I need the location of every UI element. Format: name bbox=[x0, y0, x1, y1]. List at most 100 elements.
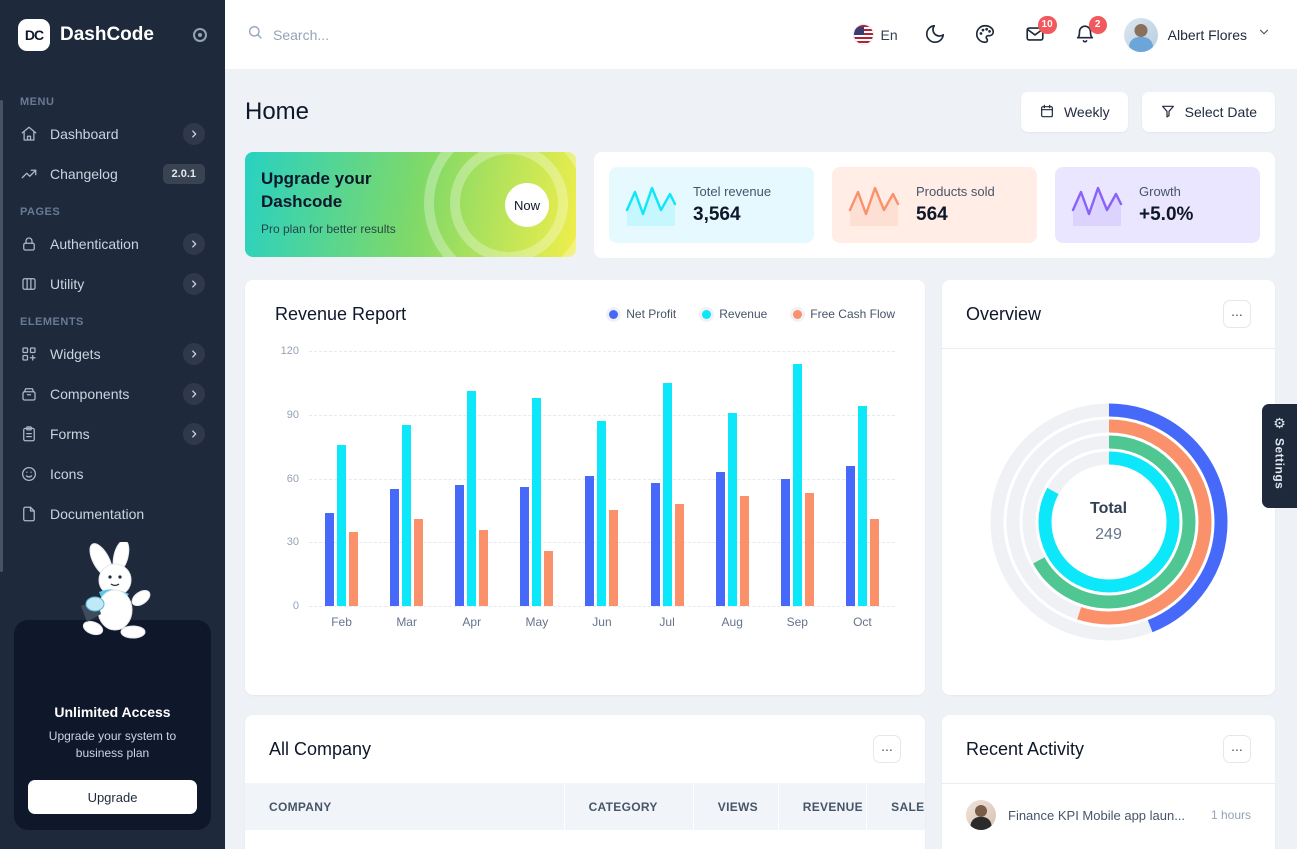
weekly-button-label: Weekly bbox=[1063, 104, 1110, 120]
all-company-card: All Company ... COMPANY CATEGORY VIEWS R… bbox=[245, 715, 925, 849]
user-name: Albert Flores bbox=[1167, 26, 1247, 43]
revenue-report-title: Revenue Report bbox=[275, 304, 407, 324]
sidebar-item-components[interactable]: Components bbox=[20, 374, 205, 414]
bar-revenue bbox=[532, 397, 542, 606]
chevron-right-icon[interactable] bbox=[183, 423, 205, 445]
sparkline-icon bbox=[848, 186, 900, 226]
chevron-down-icon bbox=[1257, 25, 1271, 44]
overview-radial-chart: Total 249 bbox=[984, 397, 1234, 647]
sidebar-item-icons[interactable]: Icons bbox=[20, 454, 205, 494]
company-table-header: COMPANY CATEGORY VIEWS REVENUE SALES bbox=[245, 783, 925, 830]
settings-panel-toggle[interactable]: ⚙ Settings bbox=[1262, 404, 1297, 508]
upgrade-button[interactable]: Upgrade bbox=[28, 780, 197, 814]
activity-time: 1 hours bbox=[1210, 808, 1251, 822]
stat-label: Products sold bbox=[916, 184, 995, 199]
column-header-views[interactable]: VIEWS bbox=[694, 783, 779, 830]
sidebar-item-dashboard[interactable]: Dashboard bbox=[20, 114, 205, 154]
bar-group[interactable]: Jun bbox=[580, 351, 624, 632]
sidebar-collapse-toggle[interactable] bbox=[193, 28, 207, 42]
bar-group[interactable]: Apr bbox=[450, 351, 494, 632]
bar-free-cash-flow bbox=[479, 529, 489, 606]
bar-group[interactable]: Sep bbox=[775, 351, 819, 632]
x-axis-label: Mar bbox=[396, 615, 417, 629]
bar-net-profit bbox=[845, 465, 855, 606]
main-content: Home Weekly Select Date Upgrade your Das… bbox=[225, 70, 1297, 849]
bar-group[interactable]: Feb bbox=[320, 351, 364, 632]
palette-icon bbox=[974, 24, 996, 49]
sidebar-item-utility[interactable]: Utility bbox=[20, 264, 205, 304]
sidebar-item-changelog[interactable]: Changelog 2.0.1 bbox=[20, 154, 205, 194]
sidebar: DC DashCode MENU Dashboard Changelog 2.0… bbox=[0, 0, 225, 849]
rabbit-illustration bbox=[80, 542, 150, 639]
chevron-right-icon[interactable] bbox=[183, 123, 205, 145]
theme-customizer-button[interactable] bbox=[974, 23, 998, 47]
column-header-category[interactable]: CATEGORY bbox=[565, 783, 694, 830]
more-options-button[interactable]: ... bbox=[1223, 300, 1251, 328]
funnel-icon bbox=[1160, 103, 1176, 122]
bar-free-cash-flow bbox=[544, 550, 554, 606]
all-company-title: All Company bbox=[269, 738, 372, 759]
sidebar-scrollbar[interactable] bbox=[0, 100, 3, 572]
search-box[interactable] bbox=[247, 24, 853, 45]
nav-section-elements: ELEMENTS bbox=[20, 316, 84, 328]
stat-products-sold: Products sold 564 bbox=[832, 167, 1037, 243]
weekly-filter-button[interactable]: Weekly bbox=[1020, 92, 1128, 132]
x-axis-label: Feb bbox=[331, 615, 352, 629]
gear-icon: ⚙ bbox=[1273, 415, 1286, 431]
radial-center-value: 249 bbox=[1095, 526, 1122, 543]
x-axis-label: Oct bbox=[853, 615, 872, 629]
bar-revenue bbox=[597, 421, 607, 606]
x-axis-label: Jun bbox=[592, 615, 612, 629]
bar-net-profit bbox=[780, 478, 790, 606]
bar-free-cash-flow bbox=[739, 495, 749, 606]
bar-group[interactable]: May bbox=[515, 351, 559, 632]
overview-card: Overview ... Total 249 bbox=[942, 280, 1275, 695]
more-options-button[interactable]: ... bbox=[873, 735, 901, 763]
column-header-company[interactable]: COMPANY bbox=[245, 783, 565, 830]
user-menu[interactable]: Albert Flores bbox=[1123, 17, 1271, 52]
chevron-right-icon[interactable] bbox=[183, 273, 205, 295]
language-selector[interactable]: En bbox=[852, 24, 898, 45]
clipboard-icon bbox=[20, 425, 38, 443]
sidebar-item-documentation[interactable]: Documentation bbox=[20, 494, 205, 534]
y-tick-label: 30 bbox=[286, 536, 299, 549]
bar-revenue bbox=[662, 382, 672, 606]
bar-net-profit bbox=[585, 476, 595, 606]
select-date-button[interactable]: Select Date bbox=[1141, 92, 1275, 132]
bar-group[interactable]: Aug bbox=[710, 351, 754, 632]
sidebar-item-widgets[interactable]: Widgets bbox=[20, 334, 205, 374]
overview-title: Overview bbox=[966, 303, 1042, 324]
stat-total-revenue: Totel revenue 3,564 bbox=[609, 167, 814, 243]
chevron-right-icon[interactable] bbox=[183, 343, 205, 365]
bar-revenue bbox=[727, 412, 737, 606]
legend-net-profit[interactable]: Net Profit bbox=[609, 307, 676, 321]
bar-group[interactable]: Jul bbox=[645, 351, 689, 632]
bar-net-profit bbox=[325, 512, 335, 606]
promo-title: Unlimited Access bbox=[54, 704, 171, 721]
legend-label: Revenue bbox=[719, 307, 768, 321]
notifications-button[interactable]: 2 bbox=[1074, 15, 1107, 47]
bar-group[interactable]: Oct bbox=[840, 351, 884, 632]
notifications-badge: 2 bbox=[1088, 15, 1107, 34]
dark-mode-toggle[interactable] bbox=[924, 23, 948, 47]
activity-item[interactable]: Finance KPI Mobile app laun... 1 hours bbox=[942, 784, 1275, 836]
widgets-icon bbox=[20, 345, 38, 363]
legend-revenue[interactable]: Revenue bbox=[702, 307, 767, 321]
column-header-sales[interactable]: SALES bbox=[891, 799, 925, 814]
legend-free-cash-flow[interactable]: Free Cash Flow bbox=[793, 307, 895, 321]
lock-icon bbox=[20, 235, 38, 253]
stat-label: Growth bbox=[1139, 184, 1181, 199]
search-input[interactable] bbox=[273, 26, 513, 43]
sidebar-item-authentication[interactable]: Authentication bbox=[20, 224, 205, 264]
x-axis-label: Aug bbox=[721, 615, 743, 629]
stat-label: Totel revenue bbox=[693, 184, 772, 199]
logo-row: DC DashCode bbox=[0, 0, 225, 70]
chevron-right-icon[interactable] bbox=[183, 233, 205, 255]
more-options-button[interactable]: ... bbox=[1223, 735, 1251, 763]
chevron-right-icon[interactable] bbox=[183, 383, 205, 405]
upgrade-now-button[interactable]: Now bbox=[505, 183, 549, 227]
bar-group[interactable]: Mar bbox=[385, 351, 429, 632]
sidebar-item-forms[interactable]: Forms bbox=[20, 414, 205, 454]
column-header-revenue[interactable]: REVENUE bbox=[779, 783, 868, 830]
messages-button[interactable]: 10 bbox=[1024, 15, 1057, 47]
